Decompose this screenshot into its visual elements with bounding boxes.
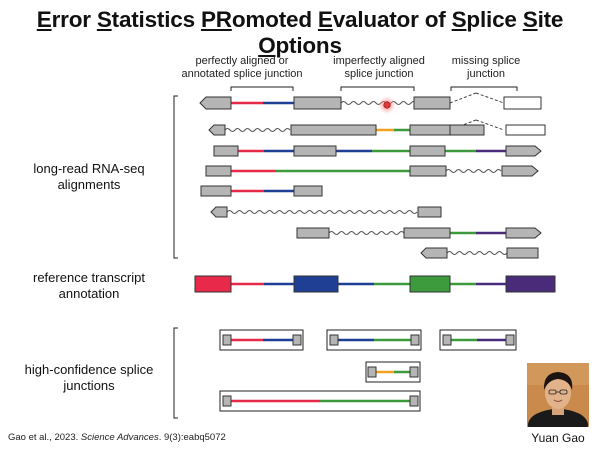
ref-exon-green <box>409 275 451 293</box>
author-name: Yuan Gao <box>531 431 585 445</box>
title-part-0: Error <box>36 7 97 32</box>
ref-exon-blue <box>293 275 339 293</box>
label-high-confidence-junctions: high-confidence splice junctions <box>24 362 154 393</box>
read-1 <box>199 92 542 114</box>
citation: Gao et al., 2023. Science Advances. 9(3)… <box>8 432 226 443</box>
header-imperfect-junction: imperfectly aligned splice junction <box>333 55 425 80</box>
read-3 <box>213 145 542 157</box>
title-part-5: Site <box>522 7 564 32</box>
bracket-high-confidence <box>173 327 178 419</box>
read-4 <box>205 165 539 177</box>
slide-title: Error Statistics PRomoted Evaluator of S… <box>0 7 600 59</box>
junction-red-blue <box>219 329 304 351</box>
title-part-4: Splice <box>451 7 523 32</box>
bracket-missing <box>450 86 518 91</box>
junction-green-purple <box>439 329 517 351</box>
title-part-3: Evaluator of <box>317 7 452 32</box>
citation-authors: Gao et al., 2023. <box>8 432 81 443</box>
read-8 <box>420 247 539 259</box>
junction-blue-green <box>326 329 422 351</box>
bracket-long-read <box>173 95 178 259</box>
group-brackets <box>173 95 178 419</box>
junction-red-green-long <box>219 390 421 412</box>
reference-transcript <box>194 275 556 293</box>
read-6 <box>210 206 442 218</box>
read-5 <box>200 185 323 197</box>
header-brackets <box>230 86 518 91</box>
citation-rest: . 9(3):eabq5072 <box>158 432 226 443</box>
junction-orange-green <box>365 361 421 383</box>
bracket-imperfect <box>340 86 415 91</box>
ref-exon-purple <box>505 275 556 293</box>
bracket-aligned <box>230 86 294 91</box>
title-part-1: Statistics <box>96 7 201 32</box>
title-part-6: Options <box>258 33 342 58</box>
title-part-2: PRomoted <box>200 7 318 32</box>
read-2 <box>208 119 546 136</box>
header-aligned-junction: perfectly aligned or annotated splice ju… <box>181 55 303 80</box>
label-long-read-alignments: long-read RNA-seq alignments <box>33 161 145 192</box>
label-reference-annotation: reference transcript annotation <box>33 270 145 301</box>
header-missing-junction: missing splice junction <box>451 55 521 80</box>
read-7 <box>296 227 542 239</box>
ref-exon-red <box>194 275 232 293</box>
author-photo <box>527 363 589 427</box>
citation-journal: Science Advances <box>80 432 159 443</box>
